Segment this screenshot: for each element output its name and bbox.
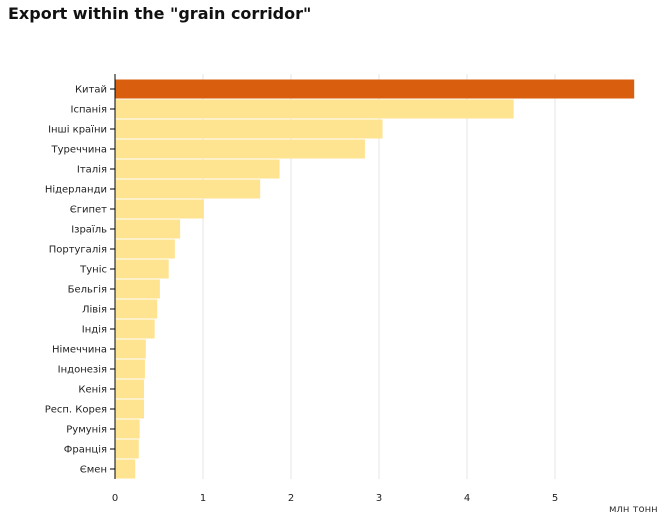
grid-lines <box>202 74 556 479</box>
category-label: Кенія <box>78 384 107 396</box>
category-label: Туреччина <box>50 145 107 156</box>
bar <box>115 379 145 399</box>
bar <box>115 139 365 159</box>
category-label: Франція <box>64 444 107 456</box>
x-tick-label: 4 <box>464 493 470 504</box>
bar <box>115 219 181 239</box>
bars <box>115 79 635 479</box>
bar <box>115 99 514 119</box>
category-label: Лівія <box>82 304 107 316</box>
bar <box>115 339 146 359</box>
bar <box>115 399 145 419</box>
category-label: Туніс <box>79 264 107 276</box>
category-label: Румунія <box>66 424 107 436</box>
bar <box>115 239 175 259</box>
category-label: Респ. Корея <box>45 405 107 416</box>
bar <box>115 359 145 379</box>
x-axis-unit-label: млн тонн <box>609 504 658 513</box>
bar <box>115 299 158 319</box>
category-label: Єгипет <box>70 205 107 216</box>
category-label: Інші країни <box>48 124 107 136</box>
bar <box>115 199 204 219</box>
category-label: Іспанія <box>71 104 107 116</box>
bar <box>115 179 261 199</box>
category-label: Китай <box>75 85 107 96</box>
axes: 0 1 2 3 4 5 Китай Іспанія Інші країни Туреччина Іт… <box>45 74 558 504</box>
bar <box>115 459 136 479</box>
bar <box>115 419 140 439</box>
bar <box>115 259 169 279</box>
x-tick-label: 3 <box>376 493 382 504</box>
category-label: Італія <box>77 164 107 176</box>
chart-title: Export within the "grain corridor" <box>8 4 312 23</box>
x-tick-label: 5 <box>552 493 558 504</box>
x-tick-label: 2 <box>288 493 294 504</box>
category-label: Бельгія <box>68 284 107 296</box>
category-label: Ізраїль <box>71 225 107 236</box>
category-label: Індія <box>82 324 107 336</box>
bar <box>115 279 160 299</box>
bar <box>115 119 383 139</box>
x-tick-label: 0 <box>112 493 118 504</box>
x-tick-label: 1 <box>200 493 206 504</box>
category-label: Німеччина <box>52 344 107 356</box>
bar <box>115 79 635 99</box>
category-label: Португалія <box>49 244 107 256</box>
bar <box>115 159 280 179</box>
category-label: Індонезія <box>58 364 107 376</box>
bar <box>115 319 155 339</box>
category-label: Ємен <box>80 465 107 476</box>
category-label: Нідерланди <box>45 184 107 196</box>
bar <box>115 439 139 459</box>
